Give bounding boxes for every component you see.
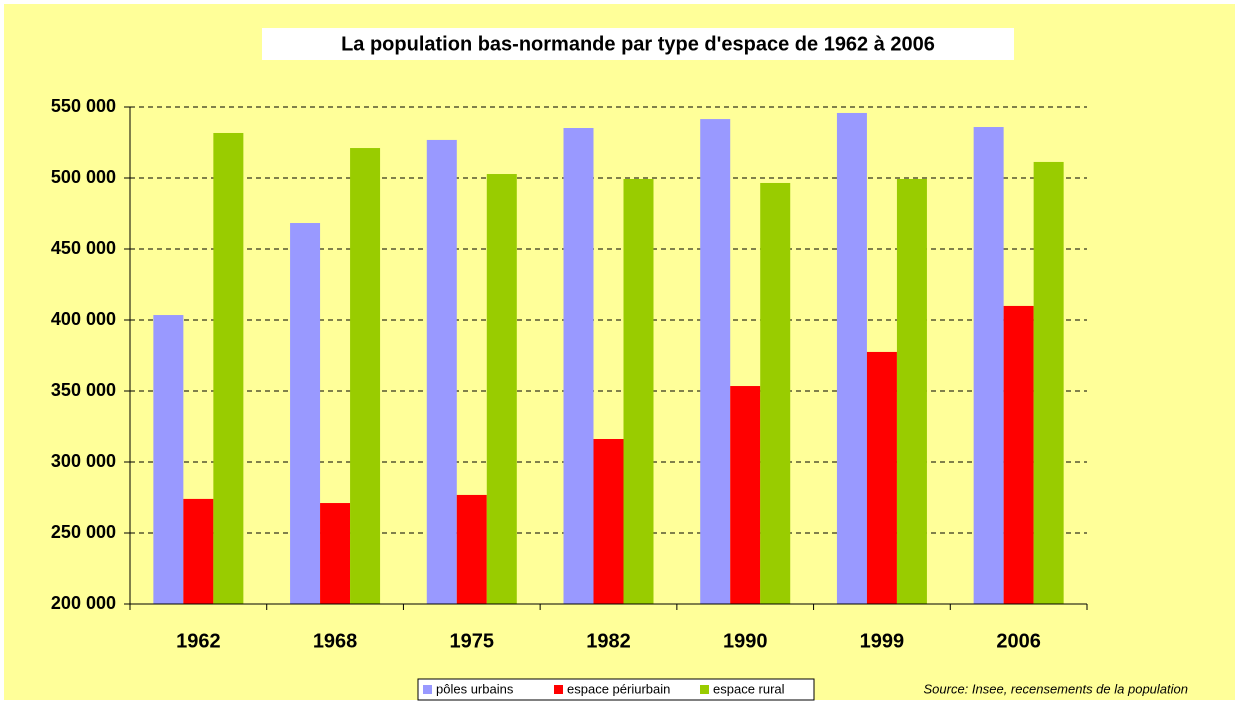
- bar: [866, 351, 897, 604]
- y-tick-label: 250 000: [51, 522, 116, 542]
- bar: [1003, 305, 1034, 604]
- bar: [183, 498, 214, 604]
- bar: [760, 182, 791, 604]
- bar: [836, 112, 867, 605]
- x-tick-label: 1990: [723, 630, 768, 652]
- bar: [213, 132, 244, 604]
- bar: [896, 178, 927, 604]
- y-tick-label: 200 000: [51, 593, 116, 613]
- bar: [973, 127, 1004, 604]
- x-tick-label: 1982: [586, 630, 631, 652]
- legend-swatch: [423, 685, 432, 694]
- x-tick-label: 1962: [176, 630, 221, 652]
- bar: [350, 148, 381, 604]
- y-tick-label: 350 000: [51, 380, 116, 400]
- x-tick-label: 1975: [450, 630, 495, 652]
- legend-label: espace rural: [713, 681, 785, 696]
- y-tick-label: 550 000: [51, 96, 116, 116]
- y-tick-label: 500 000: [51, 167, 116, 187]
- legend-swatch: [554, 685, 563, 694]
- bar: [290, 223, 321, 604]
- x-tick-label: 2006: [996, 630, 1041, 652]
- legend-label: pôles urbains: [436, 681, 514, 696]
- bar: [700, 119, 731, 604]
- chart-title: La population bas-normande par type d'es…: [341, 33, 935, 55]
- x-tick-label: 1999: [860, 630, 905, 652]
- x-tick-label: 1968: [313, 630, 358, 652]
- bar: [623, 178, 654, 604]
- y-tick-label: 450 000: [51, 238, 116, 258]
- source-note: Source: Insee, recensements de la popula…: [923, 681, 1188, 696]
- legend-swatch: [700, 685, 709, 694]
- y-tick-label: 400 000: [51, 309, 116, 329]
- bar: [563, 128, 594, 605]
- bar: [1033, 161, 1064, 605]
- y-tick-label: 300 000: [51, 451, 116, 471]
- bar: [730, 386, 761, 604]
- legend-label: espace périurbain: [567, 681, 670, 696]
- bar: [486, 174, 517, 605]
- title-box: [262, 28, 1014, 60]
- legend-box: [417, 678, 815, 701]
- bar: [320, 503, 351, 604]
- bar: [593, 438, 624, 604]
- bar: [153, 315, 184, 604]
- bar: [426, 139, 457, 604]
- bar: [456, 494, 487, 604]
